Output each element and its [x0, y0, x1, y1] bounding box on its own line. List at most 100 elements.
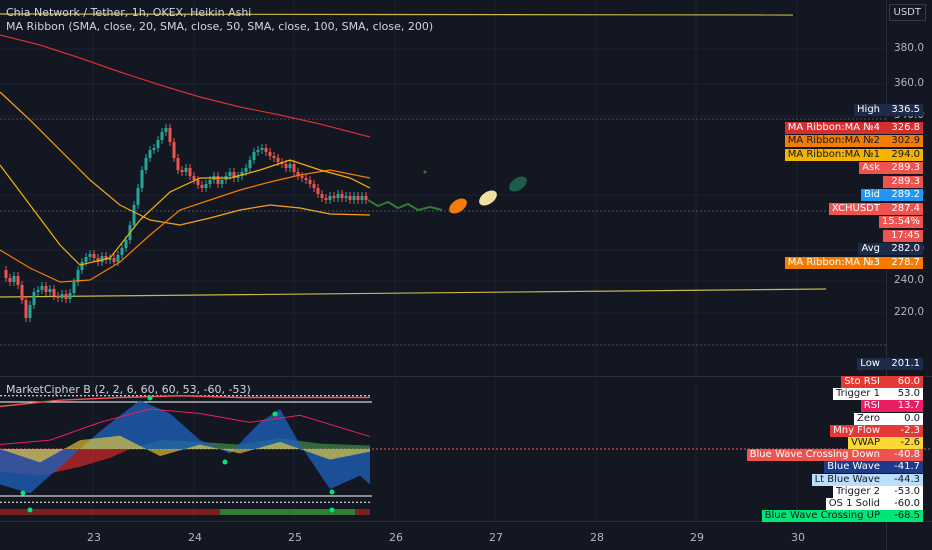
oscillator-tag-value: -60.0 [883, 498, 923, 510]
candle-body [256, 150, 260, 152]
oscillator-tag: Sto RSI 60.0 [837, 376, 926, 388]
candle-body [340, 194, 344, 198]
signal-dot [272, 411, 278, 417]
oscillator-tag-name: Zero [853, 412, 883, 425]
x-tick-label: 26 [389, 531, 403, 544]
candle-body [244, 168, 248, 172]
candle-body [152, 148, 156, 150]
candle-body [232, 172, 236, 178]
oscillator-tag-name: Mny Flow [830, 424, 883, 437]
oscillator-tag: Zero 0.0 [850, 412, 926, 425]
oscillator-tag: Trigger 2 -53.0 [829, 485, 926, 498]
x-tick-label: 23 [87, 531, 101, 544]
candle-body [76, 270, 80, 282]
candle-body [264, 148, 268, 152]
price-tag: Avg 282.0 [854, 243, 926, 256]
oscillator-tag: Blue Wave Crossing UP -68.5 [758, 510, 926, 523]
candle-body [136, 188, 140, 205]
price-tag-value: 282.0 [883, 243, 923, 256]
oscillator-tag: OS 1 Solid -60.0 [822, 498, 926, 510]
oscillator-tag: Trigger 1 53.0 [829, 388, 926, 401]
price-tag-name: Low [857, 357, 883, 370]
candle-body [16, 276, 20, 285]
candle-body [300, 176, 304, 178]
price-tag-value: 336.5 [883, 103, 923, 116]
candle-body [216, 176, 220, 184]
candle-body [360, 196, 364, 200]
price-tag-value: 302.9 [883, 135, 923, 148]
status-bar-red [0, 509, 220, 515]
candle-body [32, 292, 36, 305]
candle-body [168, 128, 172, 142]
candle-body [288, 164, 292, 168]
price-tag-name: High [854, 103, 883, 116]
candle-body [112, 258, 116, 262]
support-line [0, 288, 827, 298]
projection-path [367, 199, 443, 212]
oscillator-tag: VWAP -2.6 [844, 437, 926, 449]
price-tag-name: MA Ribbon:MA №2 [784, 135, 883, 148]
candle-body [80, 262, 84, 270]
price-tag: MA Ribbon:MA №2 302.9 [781, 135, 926, 148]
rsi-line [0, 408, 371, 446]
candle-body [272, 156, 276, 158]
price-tag: 289.3 [879, 175, 926, 188]
oscillator-tag-value: -2.6 [883, 437, 923, 449]
candle-body [68, 293, 72, 299]
price-tag: MA Ribbon:MA №1 294.0 [781, 148, 926, 161]
chart-legend: Chia Network / Tether, 1h, OKEX, Heikin … [6, 6, 255, 19]
price-tag: Low 201.1 [853, 357, 926, 370]
ma100-line [0, 91, 371, 226]
price-tag-value: 287.4 [883, 202, 923, 215]
price-tag: High 336.5 [850, 103, 926, 116]
candle-body [304, 178, 308, 180]
candle-body [24, 300, 28, 318]
oscillator-tag: RSI 13.7 [857, 400, 926, 413]
candle-body [100, 256, 104, 262]
x-tick-label: 25 [288, 531, 302, 544]
candle-body [144, 158, 148, 170]
y-tick-label: 360.0 [893, 77, 924, 89]
oscillator-tag-name: VWAP [847, 437, 883, 449]
price-tag-value: 289.3 [883, 175, 923, 188]
candle-body [192, 176, 196, 180]
ma200-line [0, 34, 371, 138]
candle-body [276, 158, 280, 162]
price-tag-value: 326.8 [883, 121, 923, 134]
candle-body [364, 196, 368, 200]
candle-body [204, 184, 208, 188]
price-tag: Bid 289.2 [857, 189, 926, 202]
candle-body [240, 172, 244, 176]
oscillator-tag-name: Blue Wave [824, 461, 883, 474]
price-tag-value: 294.0 [883, 148, 923, 161]
projection-dot [423, 170, 427, 174]
candle-body [52, 289, 56, 296]
status-bar-green [220, 509, 355, 515]
candle-body [180, 170, 184, 172]
price-tag-value: 17:45 [883, 229, 923, 242]
candle-body [220, 180, 224, 184]
ma50-line [0, 169, 371, 283]
candle-body [28, 305, 32, 318]
candle-body [140, 170, 144, 188]
oscillator-tag-value: -2.3 [883, 424, 923, 437]
price-tag: XCHUSDT 287.4 [825, 202, 926, 215]
candle-body [228, 172, 232, 176]
signal-dot [329, 507, 335, 513]
oscillator-tag-name: Blue Wave Crossing Down [746, 449, 883, 462]
candle-body [184, 168, 188, 172]
candle-body [88, 254, 92, 257]
price-tag: MA Ribbon:MA №4 326.8 [781, 121, 926, 134]
candle-body [200, 185, 204, 188]
x-tick-label: 27 [489, 531, 503, 544]
oscillator-tag: Blue Wave -41.7 [820, 461, 926, 474]
candle-body [4, 270, 8, 278]
x-tick-label: 24 [188, 531, 202, 544]
chart-title: Chia Network / Tether, 1h, OKEX, Heikin … [6, 6, 252, 19]
currency-badge[interactable]: USDT [888, 4, 926, 21]
candle-body [148, 150, 152, 158]
rocket-cream [479, 190, 497, 206]
candle-body [12, 276, 16, 282]
candle-body [196, 180, 200, 185]
